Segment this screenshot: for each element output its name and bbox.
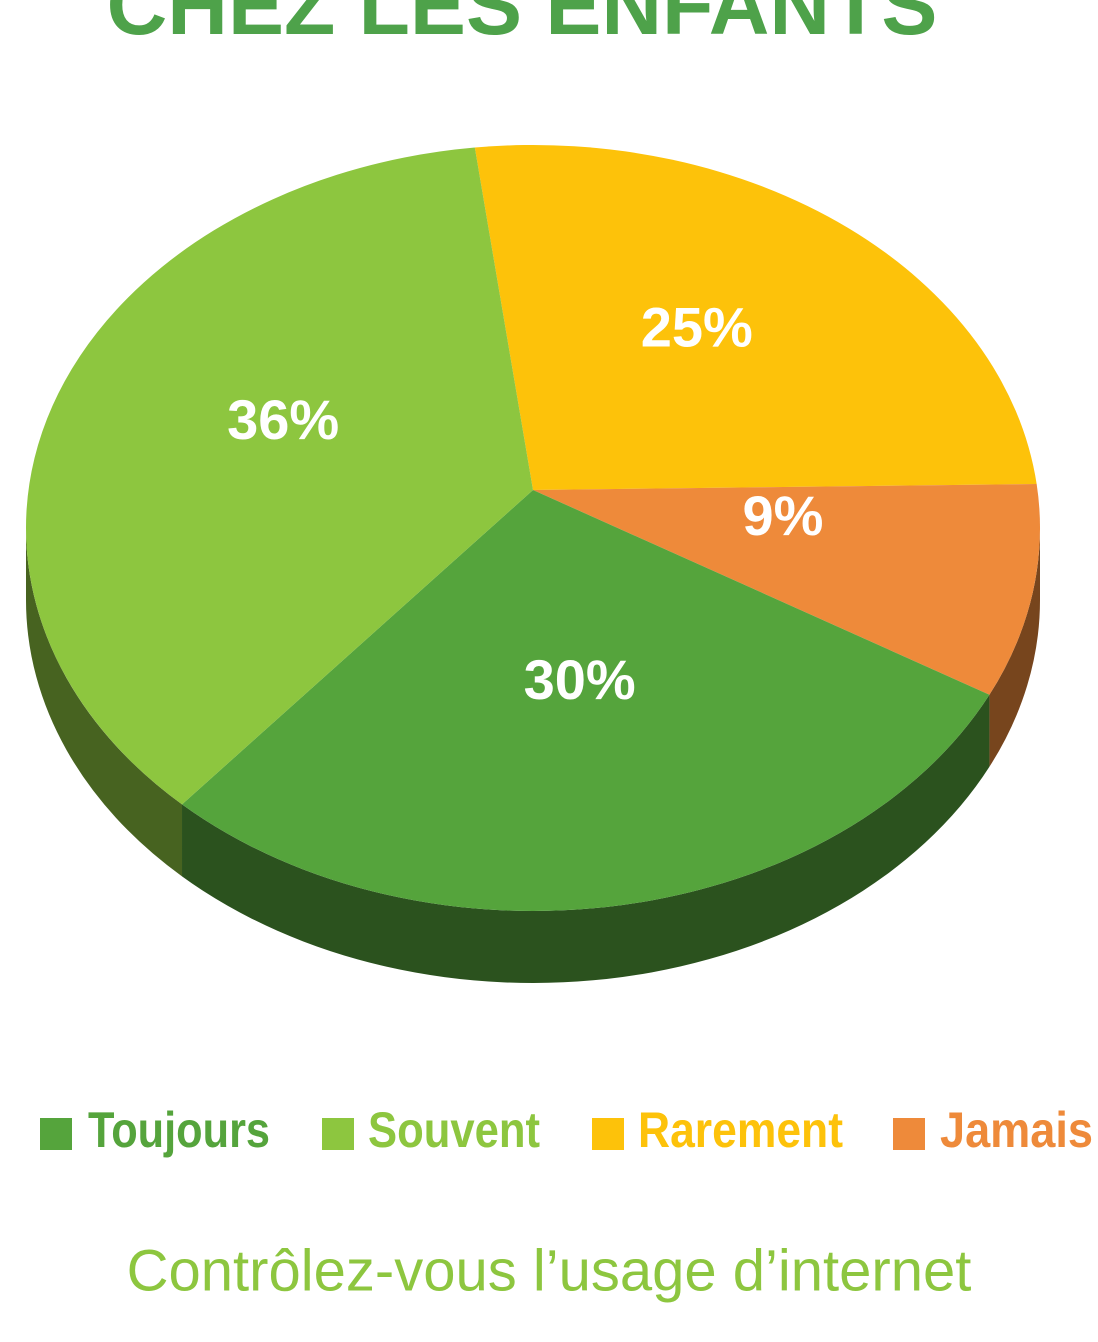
- pie-slice: [182, 490, 990, 911]
- legend-swatch: [40, 1118, 72, 1150]
- pie-slice-side: [26, 528, 183, 877]
- pie-slice-side: [989, 528, 1040, 767]
- data-label: 9%: [742, 484, 823, 547]
- legend-swatch: [893, 1118, 925, 1150]
- legend-swatch: [322, 1118, 354, 1150]
- data-label: 25%: [641, 296, 753, 359]
- data-label: 36%: [227, 388, 339, 451]
- legend-label: Rarement: [638, 1102, 843, 1158]
- legend-swatch: [592, 1118, 624, 1150]
- subtitle: Contrôlez-vous l’usage d’internet: [127, 1238, 972, 1303]
- legend-label: Souvent: [368, 1102, 540, 1158]
- data-label: 30%: [524, 648, 636, 711]
- legend-label: Jamais: [940, 1102, 1093, 1158]
- pie-slice: [533, 484, 1040, 695]
- chart-title: CHEZ LES ENFANTS: [107, 0, 938, 52]
- legend-label: Toujours: [88, 1102, 270, 1158]
- pie-slice: [26, 147, 534, 805]
- pie-slice-side: [182, 694, 990, 984]
- pie-slice: [474, 145, 1037, 491]
